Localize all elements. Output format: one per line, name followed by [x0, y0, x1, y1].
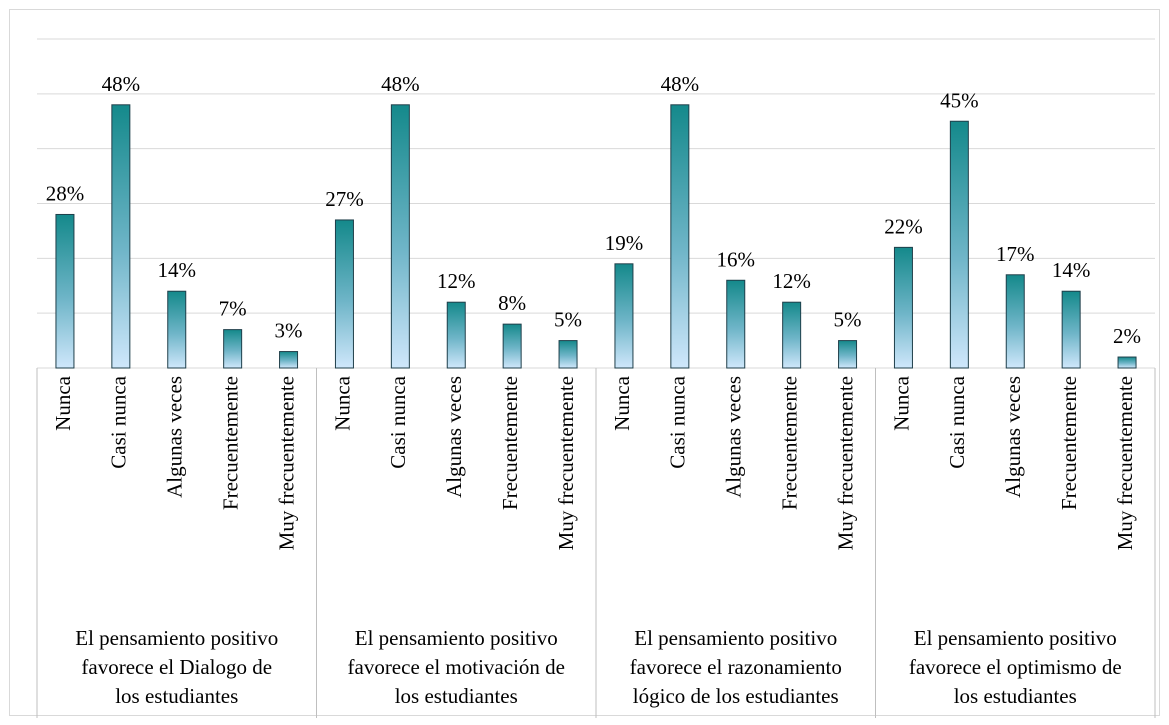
- bar: [446, 301, 466, 369]
- group-label: El pensamiento positivo: [355, 626, 558, 650]
- group-label: favorece el motivación de: [348, 655, 565, 679]
- category-label: Frecuentemente: [498, 376, 522, 510]
- bar: [614, 263, 634, 369]
- data-label: 45%: [940, 88, 979, 112]
- chart-border: [9, 9, 1160, 716]
- bar: [1061, 290, 1081, 369]
- bar: [502, 323, 522, 369]
- category-label: Casi nunca: [386, 375, 410, 468]
- data-label: 48%: [381, 72, 420, 96]
- category-label: Muy frecuentemente: [274, 376, 298, 550]
- bar: [167, 290, 187, 369]
- category-label: Muy frecuentemente: [1113, 376, 1137, 550]
- data-label: 16%: [717, 247, 756, 271]
- group-label: favorece el Dialogo de: [81, 655, 272, 679]
- data-label: 14%: [1052, 258, 1091, 282]
- group-label: lógico de los estudiantes: [633, 684, 839, 708]
- data-label: 27%: [325, 187, 364, 211]
- bar: [670, 104, 690, 369]
- bar: [1117, 356, 1137, 369]
- category-label: Casi nunca: [945, 375, 969, 468]
- data-label: 22%: [884, 214, 923, 238]
- group-label: los estudiantes: [115, 684, 238, 708]
- bar: [390, 104, 410, 369]
- bar: [55, 213, 75, 369]
- group-label: El pensamiento positivo: [914, 626, 1117, 650]
- group-label: los estudiantes: [954, 684, 1077, 708]
- category-label: Frecuentemente: [1057, 376, 1081, 510]
- group-label: favorece el optimismo de: [909, 655, 1122, 679]
- data-label: 17%: [996, 242, 1035, 266]
- data-label: 8%: [498, 291, 526, 315]
- data-label: 48%: [102, 72, 141, 96]
- data-label: 28%: [46, 181, 85, 205]
- category-label: Casi nunca: [666, 375, 690, 468]
- bar: [223, 329, 243, 369]
- category-label: Algunas veces: [722, 376, 746, 498]
- category-label: Algunas veces: [1001, 376, 1025, 498]
- bar: [782, 301, 802, 369]
- category-label: Nunca: [330, 375, 354, 430]
- bar: [838, 340, 858, 369]
- bar: [726, 279, 746, 369]
- category-label: Nunca: [889, 375, 913, 430]
- category-label: Muy frecuentemente: [833, 376, 857, 550]
- category-label: Algunas veces: [163, 376, 187, 498]
- bar: [111, 104, 131, 369]
- group-label: los estudiantes: [395, 684, 518, 708]
- group-label: favorece el razonamiento: [630, 655, 842, 679]
- data-label: 5%: [834, 308, 862, 332]
- category-label: Frecuentemente: [218, 376, 242, 510]
- category-label: Nunca: [610, 375, 634, 430]
- bar: [949, 120, 969, 369]
- category-label: Nunca: [51, 375, 75, 430]
- group-label: El pensamiento positivo: [75, 626, 278, 650]
- data-label: 7%: [219, 297, 247, 321]
- group-label: El pensamiento positivo: [634, 626, 837, 650]
- category-label: Frecuentemente: [777, 376, 801, 510]
- data-label: 12%: [772, 269, 811, 293]
- data-label: 5%: [554, 308, 582, 332]
- data-label: 14%: [158, 258, 197, 282]
- data-label: 48%: [661, 72, 700, 96]
- category-label: Algunas veces: [442, 376, 466, 498]
- data-label: 2%: [1113, 324, 1141, 348]
- bar: [279, 351, 299, 369]
- category-label: Casi nunca: [107, 375, 131, 468]
- bar: [334, 219, 354, 369]
- bar: [893, 246, 913, 369]
- data-label: 3%: [275, 319, 303, 343]
- bar: [1005, 274, 1025, 369]
- category-label: Muy frecuentemente: [554, 376, 578, 550]
- data-label: 19%: [605, 231, 644, 255]
- bar: [558, 340, 578, 369]
- data-label: 12%: [437, 269, 476, 293]
